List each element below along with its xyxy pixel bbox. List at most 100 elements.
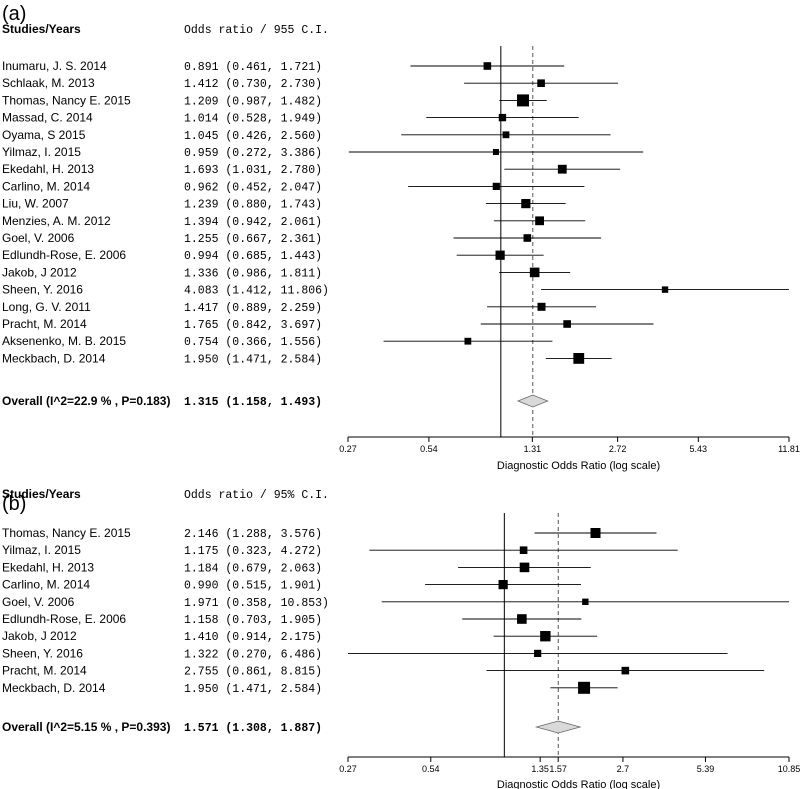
point-estimate-marker [582, 598, 589, 605]
study-name: Edlundh-Rose, E. 2006 [2, 612, 126, 626]
study-name: Yilmaz, I. 2015 [2, 145, 81, 159]
point-estimate-marker [534, 649, 542, 657]
panel-label: (a) [2, 3, 26, 25]
study-row: Ekedahl, H. 2013 1.693 (1.031, 2.780) [2, 162, 621, 177]
point-estimate-marker [573, 353, 585, 364]
study-odds-ratio-ci: 1.158 (0.703, 1.905) [184, 614, 322, 627]
x-tick-label: 1.31 [524, 444, 542, 454]
study-odds-ratio-ci: 1.412 (0.730, 2.730) [184, 78, 322, 91]
study-odds-ratio-ci: 1.239 (0.880, 1.743) [184, 199, 322, 212]
study-odds-ratio-ci: 1.394 (0.942, 2.061) [184, 216, 322, 229]
x-tick-label: 2.7 [617, 764, 630, 774]
study-odds-ratio-ci: 2.146 (1.288, 3.576) [184, 528, 322, 541]
study-name: Oyama, S 2015 [2, 128, 86, 142]
overall-label: Overall (I^2=22.9 % , P=0.183) [2, 394, 170, 408]
study-odds-ratio-ci: 4.083 (1.412, 11.806) [184, 285, 329, 298]
study-name: Edlundh-Rose, E. 2006 [2, 248, 126, 262]
study-row: Inumaru, J. S. 2014 0.891 (0.461, 1.721) [2, 59, 565, 74]
study-row: Carlino, M. 2014 0.962 (0.452, 2.047) [2, 179, 585, 194]
overall-odds-ratio-ci: 1.571 (1.308, 1.887) [184, 722, 322, 735]
study-name: Goel, V. 2006 [2, 595, 75, 609]
point-estimate-marker [492, 149, 499, 155]
study-name: Pracht, M. 2014 [2, 664, 87, 678]
x-tick-label: 1.35 [531, 764, 549, 774]
study-name: Meckbach, D. 2014 [2, 681, 106, 695]
study-odds-ratio-ci: 1.950 (1.471, 2.584) [184, 353, 322, 366]
study-row: Long, G. V. 2011 1.417 (0.889, 2.259) [2, 300, 596, 315]
point-estimate-marker [502, 131, 510, 139]
study-name: Sheen, Y. 2016 [2, 646, 83, 660]
study-row: Pracht, M. 2014 1.765 (0.842, 3.697) [2, 317, 654, 332]
point-estimate-marker [483, 62, 492, 70]
point-estimate-marker [540, 631, 551, 642]
study-name: Sheen, Y. 2016 [2, 283, 83, 297]
study-odds-ratio-ci: 1.184 (0.679, 2.063) [184, 562, 322, 575]
study-row: Thomas, Nancy E. 2015 2.146 (1.288, 3.576… [2, 526, 657, 541]
point-estimate-marker [523, 234, 532, 242]
point-estimate-marker [557, 164, 567, 174]
study-odds-ratio-ci: 1.410 (0.914, 2.175) [184, 631, 322, 644]
point-estimate-marker [498, 580, 508, 590]
study-odds-ratio-ci: 0.990 (0.515, 1.901) [184, 580, 322, 593]
point-estimate-marker [537, 302, 546, 311]
point-estimate-marker [661, 286, 669, 293]
x-tick-label: 10.85 [778, 764, 800, 774]
point-estimate-marker [578, 681, 591, 694]
study-row: Liu, W. 2007 1.239 (0.880, 1.743) [2, 197, 566, 212]
studies-column-header: Studies/Years [2, 22, 81, 36]
study-odds-ratio-ci: 1.765 (0.842, 3.697) [184, 319, 322, 332]
point-estimate-marker [519, 546, 528, 554]
point-estimate-marker [495, 250, 505, 260]
study-name: Carlino, M. 2014 [2, 179, 90, 193]
study-name: Jakob, J 2012 [2, 629, 77, 643]
study-name: Thomas, Nancy E. 2015 [2, 526, 131, 540]
point-estimate-marker [621, 666, 630, 675]
study-name: Yilmaz, I. 2015 [2, 543, 81, 557]
x-tick-label: 5.39 [697, 764, 715, 774]
study-odds-ratio-ci: 1.971 (0.358, 10.853) [184, 597, 329, 610]
overall-diamond [534, 720, 582, 734]
study-name: Goel, V. 2006 [2, 231, 75, 245]
study-row: Aksenenko, M. B. 2015 0.754 (0.366, 1.556… [2, 334, 553, 349]
overall-odds-ratio-ci: 1.315 (1.158, 1.493) [184, 396, 322, 409]
overall-label: Overall (I^2=5.15 % , P=0.393) [2, 720, 170, 734]
study-odds-ratio-ci: 1.336 (0.986, 1.811) [184, 267, 322, 280]
study-name: Inumaru, J. S. 2014 [2, 59, 107, 73]
study-name: Liu, W. 2007 [2, 197, 69, 211]
point-estimate-marker [519, 562, 530, 573]
study-odds-ratio-ci: 1.014 (0.528, 1.949) [184, 113, 322, 126]
x-axis-title: Diagnostic Odds Ratio (log scale) [497, 460, 660, 472]
study-row: Thomas, Nancy E. 2015 1.209 (0.987, 1.482… [2, 93, 547, 108]
x-tick-label: 0.27 [339, 444, 357, 454]
study-row: Menzies, A. M. 2012 1.394 (0.942, 2.061) [2, 214, 586, 229]
study-odds-ratio-ci: 0.959 (0.272, 3.386) [184, 147, 322, 160]
study-odds-ratio-ci: 1.322 (0.270, 6.486) [184, 648, 322, 661]
study-name: Ekedahl, H. 2013 [2, 162, 94, 176]
study-row: Meckbach, D. 2014 1.950 (1.471, 2.584) [2, 351, 612, 366]
x-tick-label: 5.43 [690, 444, 708, 454]
point-estimate-marker [521, 199, 531, 209]
study-row: Oyama, S 2015 1.045 (0.426, 2.560) [2, 128, 611, 143]
panel-label: (b) [2, 493, 26, 515]
study-row: Jakob, J 2012 1.336 (0.986, 1.811) [2, 265, 571, 280]
study-odds-ratio-ci: 1.209 (0.987, 1.482) [184, 95, 322, 108]
odds-ratio-column-header: Odds ratio / 95% C.I. [184, 489, 329, 502]
point-estimate-marker [563, 320, 571, 328]
study-name: Schlaak, M. 2013 [2, 76, 95, 90]
x-tick-label: 0.54 [420, 444, 438, 454]
study-row: Yilmaz, I. 2015 0.959 (0.272, 3.386) [2, 145, 644, 160]
study-row: Meckbach, D. 2014 1.950 (1.471, 2.584) [2, 681, 618, 696]
study-row: Jakob, J 2012 1.410 (0.914, 2.175) [2, 629, 598, 644]
point-estimate-marker [464, 337, 472, 345]
x-tick-label: 1.57 [549, 764, 567, 774]
forest-panel-a: (a)Studies/Years Odds ratio / 955 C.I. Inu… [2, 3, 800, 472]
point-estimate-marker [535, 216, 544, 226]
study-odds-ratio-ci: 1.175 (0.323, 4.272) [184, 545, 322, 558]
study-row: Pracht, M. 2014 2.755 (0.861, 8.815) [2, 664, 765, 679]
study-odds-ratio-ci: 0.754 (0.366, 1.556) [184, 336, 322, 349]
study-name: Aksenenko, M. B. 2015 [2, 334, 126, 348]
study-row: Edlundh-Rose, E. 2006 1.158 (0.703, 1.905… [2, 612, 582, 627]
study-row: Sheen, Y. 2016 1.322 (0.270, 6.486) [2, 646, 728, 661]
overall-diamond [516, 394, 549, 408]
study-name: Ekedahl, H. 2013 [2, 560, 94, 574]
